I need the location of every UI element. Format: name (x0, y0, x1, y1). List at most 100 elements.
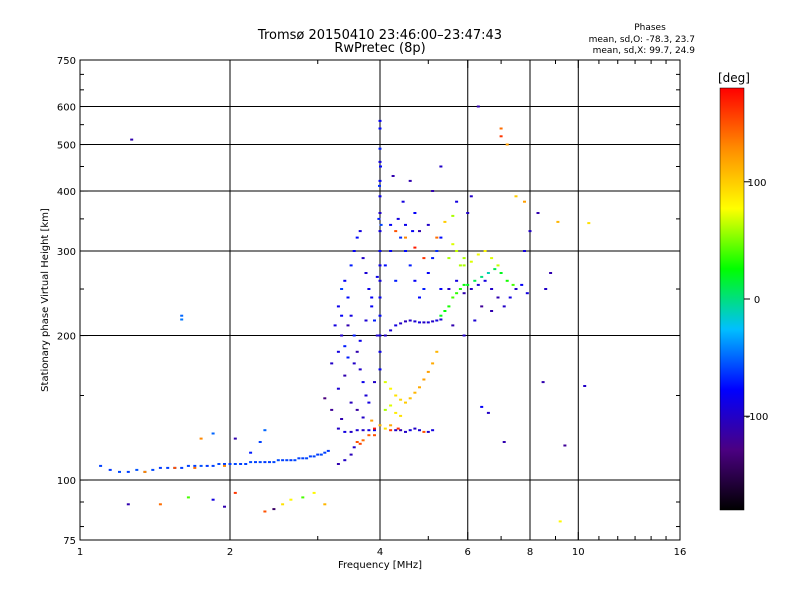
echo-point (173, 466, 177, 469)
echo-point (404, 430, 407, 433)
echo-point (411, 230, 415, 233)
phase-stats-heading: Phases (634, 23, 666, 33)
echo-point (326, 449, 330, 452)
echo-point (373, 429, 376, 432)
echo-point (480, 275, 484, 278)
echo-point (151, 468, 155, 471)
echo-point (289, 459, 293, 462)
echo-point (399, 236, 403, 239)
echo-point (301, 457, 305, 460)
echo-point (439, 165, 443, 168)
echo-point (349, 264, 353, 267)
echo-point (383, 408, 387, 411)
echo-point (186, 496, 190, 499)
echo-point (431, 362, 435, 365)
echo-point (126, 503, 130, 506)
echo-point (223, 505, 226, 508)
echo-point (389, 387, 393, 390)
echo-point (455, 200, 459, 203)
echo-point (223, 464, 226, 467)
echo-point (451, 324, 455, 327)
echo-point (379, 223, 383, 226)
x-tick-label: 10 (572, 547, 585, 558)
echo-point (418, 296, 421, 299)
echo-point (490, 310, 494, 312)
echo-point (352, 362, 356, 365)
echo-point (462, 283, 466, 286)
echo-point (378, 160, 382, 163)
echo-point (358, 230, 362, 233)
echo-point (404, 320, 407, 323)
x-tick-label: 2 (227, 547, 233, 558)
echo-point (367, 434, 371, 437)
echo-point (358, 442, 362, 445)
echo-point (422, 321, 426, 324)
echo-point (394, 279, 398, 282)
echo-point (258, 441, 262, 443)
echo-point (364, 272, 368, 274)
echo-point (413, 427, 417, 430)
echo-point (193, 466, 197, 469)
colorbar-scale (719, 87, 745, 511)
echo-point (340, 314, 344, 317)
echo-point (499, 135, 503, 138)
echo-point (378, 368, 382, 371)
echo-point (364, 394, 368, 397)
echo-point (389, 404, 393, 407)
echo-point (373, 434, 376, 437)
echo-point (158, 466, 162, 469)
echo-point (404, 223, 407, 226)
echo-point (523, 250, 526, 252)
echo-point (469, 195, 473, 198)
echo-point (399, 429, 403, 432)
y-tick-label: 300 (57, 247, 76, 258)
echo-point (418, 321, 421, 324)
echo-point (389, 429, 393, 432)
echo-point (263, 429, 267, 432)
echo-point (378, 212, 382, 214)
echo-point (486, 272, 490, 274)
echo-point (186, 464, 190, 467)
echo-point (233, 463, 237, 465)
echo-point (490, 257, 494, 260)
echo-point (404, 250, 407, 252)
echo-point (367, 288, 371, 290)
echo-point (466, 283, 470, 286)
echo-point (439, 314, 443, 317)
echo-point (378, 179, 382, 182)
echo-point (276, 459, 280, 462)
echo-point (476, 253, 480, 256)
chart-subtitle: RwPretec (8p) (334, 41, 425, 56)
x-tick-label: 16 (674, 547, 687, 558)
echo-point (379, 165, 382, 168)
echo-point (505, 143, 509, 146)
echo-point (413, 212, 417, 214)
echo-point (355, 441, 359, 443)
echo-point (233, 491, 237, 494)
echo-point (249, 461, 253, 464)
echo-point (180, 318, 184, 321)
echo-point (435, 319, 439, 322)
y-axis-label: Stationary phase Virtual Height [km] (40, 208, 51, 392)
echo-point (377, 217, 381, 220)
echo-point (422, 288, 426, 290)
echo-point (343, 430, 347, 433)
echo-point (476, 283, 480, 286)
echo-point (346, 296, 350, 299)
echo-point (511, 283, 515, 286)
echo-point (143, 470, 147, 473)
echo-point (239, 463, 243, 465)
echo-point (258, 461, 262, 464)
echo-point (462, 264, 466, 267)
echo-point (263, 510, 267, 513)
colorbar-tick-label: 0 (754, 295, 760, 306)
echo-point (439, 236, 443, 239)
echo-point (502, 441, 506, 443)
echo-point (431, 257, 435, 260)
echo-point (563, 444, 567, 447)
echo-point (349, 430, 353, 433)
echo-point (455, 279, 459, 282)
echo-point (364, 319, 368, 322)
echo-point (394, 230, 398, 233)
